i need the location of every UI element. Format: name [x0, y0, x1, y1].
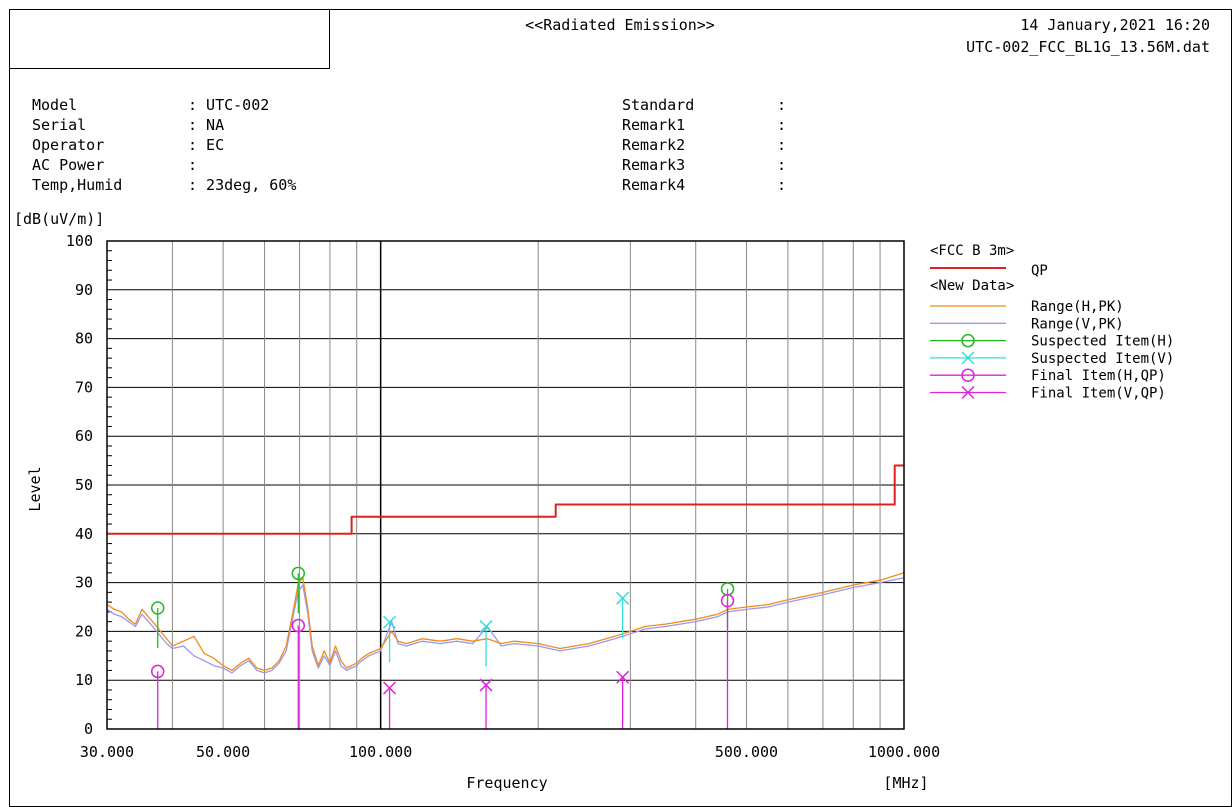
fcc-b-3m-qp-limit-line	[107, 464, 904, 535]
info-label: Remark3	[622, 156, 685, 174]
suspected-item-v-marker	[616, 591, 630, 605]
report-filename: UTC-002_FCC_BL1G_13.56M.dat	[966, 38, 1210, 56]
info-label: Temp,Humid	[32, 176, 122, 194]
legend: <FCC B 3m> QP <New Data> Range(H,PK)Rang…	[930, 243, 1174, 402]
y-tick-label: 40	[75, 525, 93, 543]
marker-stroke	[961, 351, 975, 365]
final-item-v-qp-marker	[383, 681, 397, 695]
y-tick-label: 20	[75, 622, 93, 640]
final-item-v-qp-marker	[616, 670, 630, 684]
legend-limit-name: QP	[1031, 263, 1048, 279]
suspected-item-h-marker	[291, 566, 306, 581]
info-value: :	[777, 116, 786, 134]
info-label: Remark1	[622, 116, 685, 134]
legend-label: Suspected Item(V)	[1031, 351, 1174, 367]
report-date: 14 January,2021 16:20	[1020, 16, 1210, 34]
y-tick-label: 10	[75, 671, 93, 689]
info-value: :	[777, 156, 786, 174]
x-tick-label: 1000.000	[868, 743, 940, 761]
plot-grid	[107, 241, 904, 729]
logo-box	[9, 9, 330, 69]
legend-data-header: <New Data>	[930, 278, 1014, 294]
final-item-v-qp-marker	[479, 678, 493, 692]
x-tick-label: 50.000	[196, 743, 250, 761]
x-tick-label: 100.000	[349, 743, 412, 761]
y-tick-label: 30	[75, 574, 93, 592]
y-tick-label: 70	[75, 378, 93, 396]
marker-stroke	[383, 615, 397, 629]
marker-stroke	[616, 591, 630, 605]
info-value: : NA	[188, 116, 224, 134]
legend-series: Range(H,PK)Range(V,PK) Suspected Item(H)S…	[930, 299, 1174, 402]
legend-label: Range(H,PK)	[1031, 299, 1124, 315]
info-left: Model : UTC-002 Serial : NA Operator : E…	[32, 96, 296, 194]
x-axis-title: Frequency	[466, 774, 547, 792]
info-value: : EC	[188, 136, 224, 154]
info-label: Remark4	[622, 176, 685, 194]
y-tick-label: 100	[66, 232, 93, 250]
legend-x-marker	[961, 385, 975, 400]
series-range-v-pk	[106, 577, 905, 674]
info-value: : 23deg, 60%	[188, 176, 296, 194]
info-label: Standard	[622, 96, 694, 114]
info-label: Operator	[32, 136, 104, 154]
y-tick-label: 0	[84, 720, 93, 738]
info-right: Standard : Remark1 : Remark2 : Remark3 :…	[622, 96, 786, 194]
info-value: : UTC-002	[188, 96, 269, 114]
info-label: Serial	[32, 116, 86, 134]
info-value: :	[777, 176, 786, 194]
legend-limit-header: <FCC B 3m>	[930, 243, 1014, 259]
legend-label: Final Item(H,QP)	[1031, 368, 1166, 384]
y-axis-title: Level	[26, 466, 44, 511]
info-label: AC Power	[32, 156, 104, 174]
legend-circle-marker	[961, 333, 975, 348]
y-tick-label: 60	[75, 427, 93, 445]
marker-stroke	[616, 670, 630, 684]
x-tick-label: 30.000	[80, 743, 134, 761]
legend-label: Suspected Item(H)	[1031, 334, 1174, 350]
legend-label: Range(V,PK)	[1031, 316, 1124, 332]
y-tick-label: 50	[75, 476, 93, 494]
report-title: <<Radiated Emission>>	[525, 16, 715, 34]
info-value: :	[777, 136, 786, 154]
series-range-h-pk	[106, 572, 905, 672]
legend-circle-marker	[961, 368, 975, 382]
marker-stroke	[961, 385, 975, 400]
final-item-h-qp-marker	[150, 664, 165, 679]
x-tick-label: 500.000	[715, 743, 778, 761]
marker-stroke	[383, 681, 397, 695]
final-item-h-qp-marker	[720, 593, 735, 608]
suspected-item-v-marker	[479, 619, 493, 634]
suspected-item-h-marker	[150, 601, 165, 615]
y-tick-label: 80	[75, 330, 93, 348]
suspected-item-v-marker	[383, 615, 397, 629]
info-value: :	[777, 96, 786, 114]
y-unit-label: [dB(uV/m)]	[14, 210, 104, 228]
info-label: Model	[32, 96, 77, 114]
legend-x-marker	[961, 351, 975, 365]
legend-label: Final Item(V,QP)	[1031, 386, 1166, 402]
info-label: Remark2	[622, 136, 685, 154]
plot-frame	[106, 240, 905, 730]
x-unit-label: [MHz]	[883, 774, 928, 792]
info-value: :	[188, 156, 197, 174]
y-tick-label: 90	[75, 281, 93, 299]
marker-stroke	[479, 678, 493, 692]
axis-ticks: 0 10 20 30 40 50 60 70 80 90 100 30.000 50.000 100.00…	[66, 232, 940, 761]
marker-stroke	[479, 619, 493, 634]
final-item-h-qp-marker	[291, 618, 306, 633]
plot-data	[106, 464, 905, 729]
